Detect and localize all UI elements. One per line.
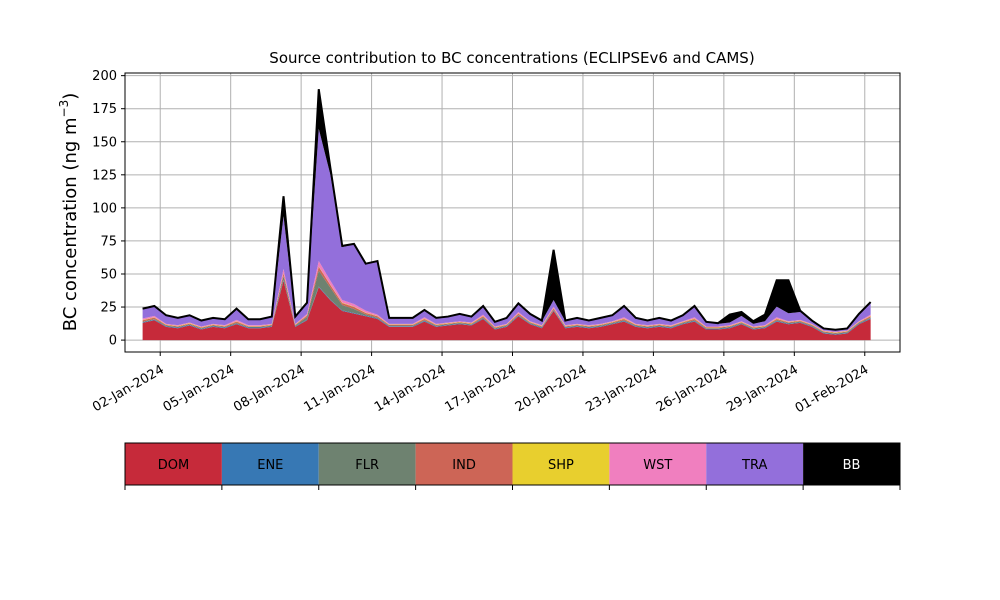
legend-label-dom: DOM xyxy=(158,458,189,473)
y-tick-label: 50 xyxy=(100,267,117,282)
area-flr xyxy=(142,270,871,335)
area-ene xyxy=(142,279,871,335)
legend-swatch-flr xyxy=(318,443,416,485)
total-line xyxy=(142,88,872,331)
y-axis-label-superscript: −3 xyxy=(57,100,71,118)
y-tick-label: 25 xyxy=(100,301,117,316)
y-axis-label-main: BC concentration (ng m xyxy=(60,117,81,331)
grid xyxy=(125,73,900,352)
legend-label-shp: SHP xyxy=(548,458,574,473)
legend-swatch-tra xyxy=(706,443,804,485)
legend-label-wst: WST xyxy=(643,458,672,473)
legend-swatch-shp xyxy=(512,443,610,485)
stacked-areas xyxy=(142,89,871,341)
legend-swatch-dom xyxy=(125,443,222,485)
y-axis-label-close: ) xyxy=(60,93,81,100)
y-tick-label: 125 xyxy=(92,168,117,183)
y-tick-label: 150 xyxy=(92,135,117,150)
y-tick-label: 75 xyxy=(100,234,117,249)
legend-label-flr: FLR xyxy=(355,458,379,473)
chart-title: Source contribution to BC concentrations… xyxy=(269,49,754,67)
legend-label-ind: IND xyxy=(452,458,476,473)
y-axis-ticks: 0 25 50 75 100 125 150 175 200 xyxy=(92,69,125,349)
area-tra xyxy=(142,128,871,332)
area-dom xyxy=(142,280,871,341)
y-tick-label: 0 xyxy=(109,334,117,349)
legend-colorbar: DOM ENE FLR IND SHP WST TRA BB xyxy=(124,442,901,490)
legend-swatch-ene xyxy=(221,443,319,485)
legend-swatch-ind xyxy=(415,443,513,485)
area-bb xyxy=(142,89,871,331)
legend-label-bb: BB xyxy=(843,458,861,473)
y-axis-label: BC concentration (ng m−3) xyxy=(57,93,81,332)
legend-label-ene: ENE xyxy=(257,458,283,473)
legend-swatch-wst xyxy=(609,443,707,485)
legend-swatch-bb xyxy=(803,443,900,485)
y-tick-label: 100 xyxy=(92,201,117,216)
legend-label-tra: TRA xyxy=(741,458,767,473)
y-tick-label: 175 xyxy=(92,102,117,117)
y-tick-label: 200 xyxy=(92,69,117,84)
